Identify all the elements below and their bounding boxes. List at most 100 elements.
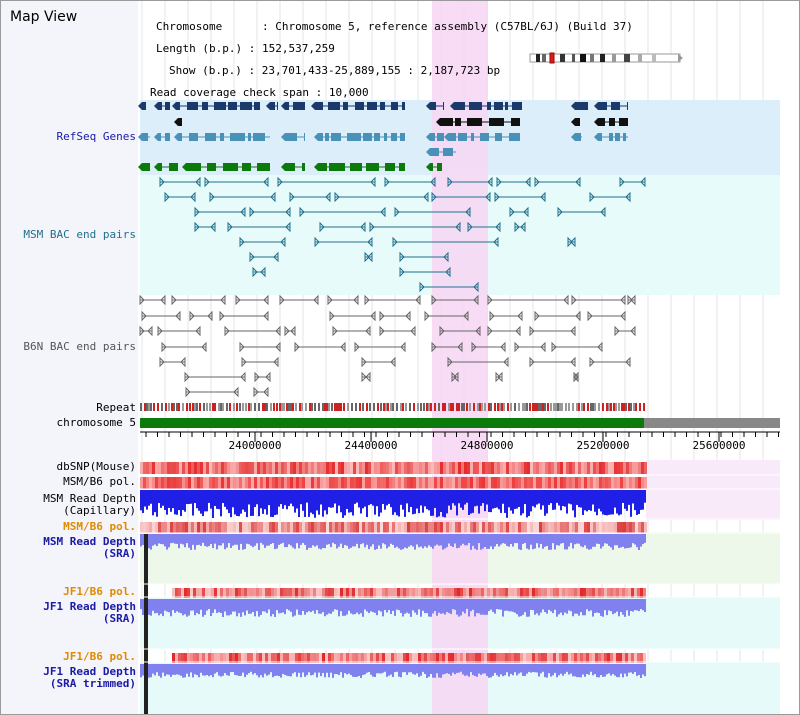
jf1-b6-pol2-cell xyxy=(385,653,388,663)
jf1-b6-pol2-cell xyxy=(388,653,391,663)
jf1-b6-pol-cell xyxy=(586,588,589,598)
jf1-trim-depth-bar xyxy=(508,664,510,677)
track-label-msm-depth-capillary[interactable]: MSM Read Depth xyxy=(43,492,136,505)
jf1-trim-depth-bar xyxy=(536,664,538,673)
jf1-sra-depth-bar xyxy=(282,599,284,613)
track-label-msm-b6-pol-1[interactable]: MSM/B6 pol. xyxy=(63,475,136,488)
track-label-msm-bac[interactable]: MSM BAC end pairs xyxy=(23,228,136,241)
msm-b6-pol-cell xyxy=(485,477,488,489)
msm-bac-pair-end xyxy=(194,206,200,218)
msm-capillary-depth-bar xyxy=(468,490,470,515)
track-label-jf1-depth-trimmed[interactable]: JF1 Read Depth xyxy=(43,665,136,678)
jf1-b6-pol-cell xyxy=(574,588,577,598)
msm-capillary-depth-bar xyxy=(252,490,254,516)
b6n-bac-pair-end xyxy=(279,294,285,306)
jf1-sra-depth-bar xyxy=(192,599,194,611)
track-label-jf1-b6-pol-1[interactable]: JF1/B6 pol. xyxy=(63,585,136,598)
gene-green-exon xyxy=(223,163,238,171)
msm-bac-pair-end xyxy=(557,206,563,218)
jf1-trim-depth-bar xyxy=(608,664,610,674)
msm-sra-depth-bar xyxy=(498,534,500,547)
msm-b6-pol-cell xyxy=(212,477,215,489)
track-label-refseq-genes[interactable]: RefSeq Genes xyxy=(56,130,136,143)
msm-capillary-depth-bar xyxy=(218,490,220,510)
track-label-msm-b6-pol-2[interactable]: MSM/B6 pol. xyxy=(63,520,136,533)
gene-green-exon xyxy=(242,163,251,171)
msm-capillary-depth-bar xyxy=(548,490,550,505)
jf1-trim-depth-bar xyxy=(444,664,446,674)
track-label-jf1-b6-pol-2[interactable]: JF1/B6 pol. xyxy=(63,650,136,663)
jf1-b6-pol-cell xyxy=(640,588,643,598)
msm-capillary-depth-bar xyxy=(630,490,632,517)
jf1-sra-depth-bar xyxy=(628,599,630,616)
jf1-b6-pol-cell xyxy=(244,588,247,598)
jf1-b6-pol-cell xyxy=(343,588,346,598)
track-label-msm-depth-sra[interactable]: MSM Read Depth xyxy=(43,535,136,548)
msm-capillary-depth-bar xyxy=(254,490,256,508)
b6n-bac-pair-end xyxy=(571,294,577,306)
msm-capillary-depth-bar xyxy=(464,490,466,505)
jf1-sra-depth-bar xyxy=(258,599,260,617)
msm-capillary-depth-bar xyxy=(494,490,496,508)
repeat-block xyxy=(144,403,146,411)
msm-sra-depth-bar xyxy=(500,534,502,545)
gene-dark-exon xyxy=(430,102,436,110)
msm-sra-depth-bar xyxy=(234,534,236,545)
repeat-block xyxy=(473,403,475,411)
msm-sra-depth-bar xyxy=(390,534,392,544)
msm-sra-depth-bar xyxy=(532,534,534,550)
jf1-b6-pol2-cell xyxy=(544,653,547,663)
jf1-trim-depth-bar xyxy=(182,664,184,678)
msm-capillary-depth-bar xyxy=(340,490,342,513)
gene-mid-exon xyxy=(575,133,581,141)
msm-sra-depth-bar xyxy=(630,534,632,548)
msm-sra-depth-bar xyxy=(610,534,612,548)
jf1-sra-depth-bar xyxy=(524,599,526,613)
jf1-trim-depth-bar xyxy=(260,664,262,676)
chromosome-ideogram[interactable] xyxy=(528,52,684,64)
msm-b6-pol-cell xyxy=(494,477,497,489)
jf1-b6-pol-cell xyxy=(304,588,307,598)
repeat-block xyxy=(153,403,155,411)
msm-bac-pair-end xyxy=(369,221,375,233)
msm-capillary-depth-bar xyxy=(414,490,416,514)
repeat-block xyxy=(587,403,589,411)
msm-capillary-depth-bar xyxy=(476,490,478,506)
msm-b6-pol2-cell xyxy=(623,522,626,533)
gene-dark-exon xyxy=(367,102,377,110)
jf1-b6-pol2-cell xyxy=(418,653,421,663)
jf1-b6-pol2-cell xyxy=(364,653,367,663)
msm-b6-pol-cell xyxy=(155,477,158,489)
jf1-trim-depth-bar xyxy=(336,664,338,675)
track-label-b6n-bac[interactable]: B6N BAC end pairs xyxy=(23,340,136,353)
jf1-sra-depth-bar xyxy=(442,599,444,614)
msm-b6-pol2-cell xyxy=(188,522,191,533)
track-label-jf1-depth-sra[interactable]: JF1 Read Depth xyxy=(43,600,136,613)
repeat-block xyxy=(630,403,632,411)
jf1-sra-depth-bar xyxy=(594,599,596,614)
jf1-trim-depth-bar xyxy=(344,664,346,674)
msm-sra-depth-bar xyxy=(150,534,152,550)
msm-capillary-depth-bar xyxy=(320,490,322,505)
msm-capillary-depth-bar xyxy=(140,490,142,511)
b6n-bac-pair-end xyxy=(630,325,636,337)
dbsnp-cell xyxy=(326,462,329,474)
dbsnp-cell xyxy=(539,462,542,474)
jf1-b6-pol2-cell xyxy=(235,653,238,663)
jf1-b6-pol2-cell xyxy=(397,653,400,663)
gene-mid-exon xyxy=(400,133,405,141)
msm-capillary-depth-bar xyxy=(312,490,314,515)
jf1-sra-depth-bar xyxy=(542,599,544,610)
dbsnp-cell xyxy=(377,462,380,474)
jf1-trim-depth-bar xyxy=(410,664,412,673)
msm-b6-pol-cell xyxy=(362,477,365,489)
msm-b6-pol-cell xyxy=(353,477,356,489)
jf1-sra-depth-bar xyxy=(178,599,180,613)
msm-b6-pol2-cell xyxy=(359,522,362,533)
jf1-b6-pol-cell xyxy=(505,588,508,598)
msm-bac-pair-end xyxy=(164,191,170,203)
b6n-bac-pair-end xyxy=(575,310,581,322)
msm-b6-pol2-cell xyxy=(296,522,299,533)
jf1-b6-pol-cell xyxy=(220,588,223,598)
track-label-dbsnp[interactable]: dbSNP(Mouse) xyxy=(56,460,136,473)
